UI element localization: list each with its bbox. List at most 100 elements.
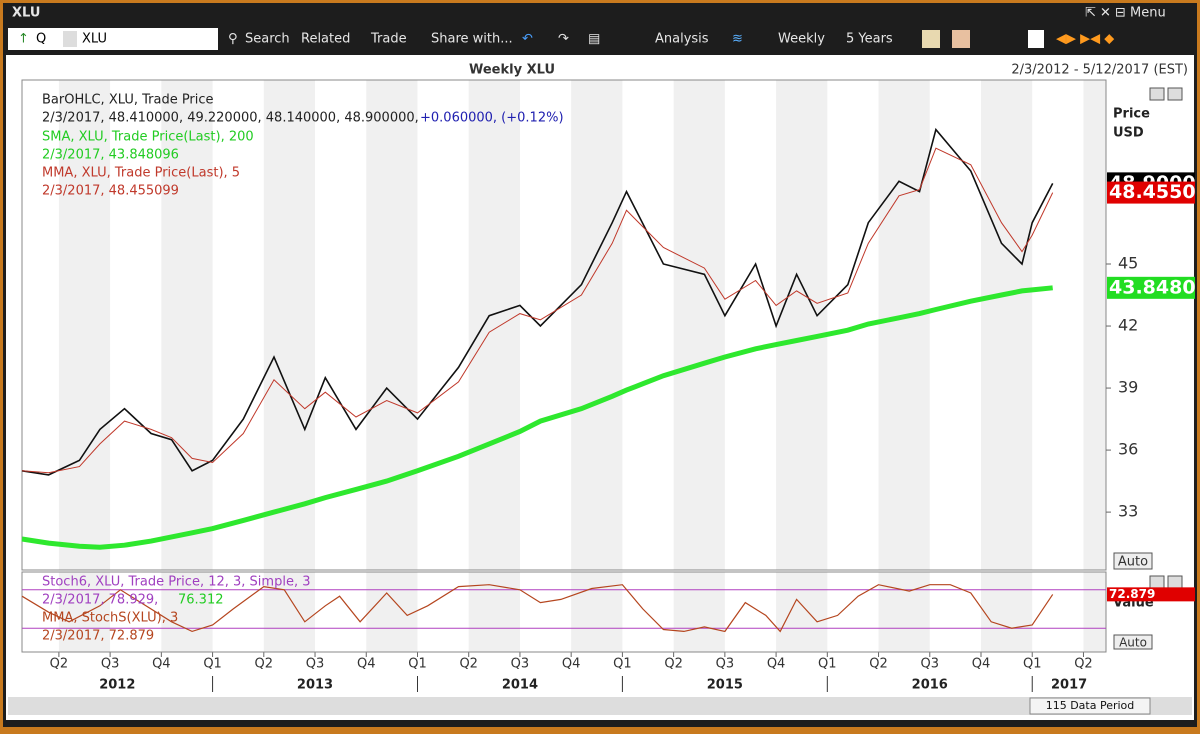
last-value-box xyxy=(1107,181,1195,204)
trade-button[interactable]: Trade xyxy=(370,32,407,47)
window-icons[interactable]: ⇱ ✕ ⊟ xyxy=(1085,6,1126,21)
quarter-band xyxy=(776,572,828,652)
quarter-band xyxy=(263,80,316,570)
share-button[interactable]: Share with... xyxy=(431,32,513,47)
last-value-label: 43.8480 xyxy=(1109,276,1196,298)
price-axis-unit: USD xyxy=(1113,126,1144,141)
quarter-band xyxy=(468,572,520,652)
auto-button[interactable] xyxy=(1113,552,1153,570)
quarter-band xyxy=(263,572,316,652)
stoch-legend-d: 76.312 xyxy=(178,593,224,608)
data-period[interactable]: 115 Data Period xyxy=(1046,699,1135,712)
range-button[interactable]: 5 Years xyxy=(846,32,893,47)
symbol-box[interactable] xyxy=(8,28,218,50)
pane-button[interactable] xyxy=(1149,87,1165,101)
legend-bar-values: 2/3/2017, 48.410000, 49.220000, 48.14000… xyxy=(42,111,419,126)
quarter-band xyxy=(673,572,725,652)
stoch-pane-frame xyxy=(21,571,1107,653)
menu-button[interactable]: Menu xyxy=(1130,6,1166,21)
pane-button[interactable] xyxy=(1167,87,1183,101)
scroll-buttons[interactable]: ◀▶ ▶◀ ◆ xyxy=(1056,32,1114,47)
year-label: 2015 xyxy=(707,678,743,693)
legend-sma-values: 2/3/2017, 43.848096 xyxy=(42,148,179,163)
x-tick-label: Q3 xyxy=(306,657,325,672)
auto-label[interactable]: Auto xyxy=(1119,636,1147,650)
quarter-band xyxy=(776,80,828,570)
stoch-legend-mma-values: 2/3/2017, 72.879 xyxy=(42,629,154,644)
folder-button[interactable]: ▤ xyxy=(588,32,600,47)
price-pane-frame xyxy=(21,79,1107,571)
scrollbar[interactable] xyxy=(8,697,1192,715)
x-tick-label: Q4 xyxy=(152,657,171,672)
series-line xyxy=(21,147,1054,474)
quarter-band xyxy=(1083,80,1106,570)
stoch-legend-k: 2/3/2017, 78.929, xyxy=(42,593,158,608)
year-label: 2012 xyxy=(99,678,135,693)
x-tick-label: Q2 xyxy=(50,657,69,672)
plot-area: Q2 Q3 Q4 Q1 Q2 Q3 Q4 Q1 Q2 Q3 Q4 Q1 Q2 Q3 Q4 Q1 Q2 Q3 Q4 Q1… xyxy=(21,79,1111,693)
x-tick-label: Q1 xyxy=(408,657,427,672)
chart-type-button[interactable] xyxy=(922,30,940,48)
studies-button[interactable]: ≋ xyxy=(732,32,743,47)
y-tick-label: 33 xyxy=(1118,502,1138,521)
data-period-box[interactable] xyxy=(1029,697,1151,715)
last-value-box xyxy=(1107,276,1195,299)
x-tick-label: Q3 xyxy=(511,657,530,672)
layout-button[interactable] xyxy=(1028,30,1044,48)
quarter-band xyxy=(161,80,213,570)
symbol-input[interactable]: XLU xyxy=(82,32,107,47)
quarter-band xyxy=(366,80,418,570)
quarter-band xyxy=(571,80,623,570)
search-icon: ⚲ xyxy=(228,32,238,47)
title-bar: XLU Menu ⇱ ✕ ⊟ xyxy=(12,6,1166,21)
auto-button[interactable] xyxy=(1113,634,1153,650)
pane-button[interactable] xyxy=(1167,575,1183,589)
quarter-band xyxy=(58,572,111,652)
symbol-dropdown[interactable] xyxy=(63,31,77,47)
quarter-band xyxy=(673,80,725,570)
last-value-label: 72.879 xyxy=(1109,587,1155,601)
x-tick-label: Q4 xyxy=(767,657,786,672)
stoch-legend: Stoch6, XLU, Trade Price, 12, 3, Simple,… xyxy=(42,575,310,644)
legend-bar: BarOHLC, XLU, Trade Price xyxy=(42,93,214,108)
search-button[interactable]: Search xyxy=(245,32,290,47)
series-line xyxy=(21,285,1053,550)
analysis-button[interactable]: Analysis xyxy=(655,32,709,47)
up-arrow: ↑ xyxy=(18,32,29,47)
x-tick-label: Q2 xyxy=(255,657,274,672)
x-tick-label: Q1 xyxy=(818,657,837,672)
last-value-box xyxy=(1107,587,1195,602)
y-tick-label: 45 xyxy=(1118,254,1138,273)
window-title: XLU xyxy=(12,6,40,21)
undo-button[interactable]: ↶ xyxy=(522,32,533,47)
x-tick-label: Q3 xyxy=(101,657,120,672)
symbol-prefix[interactable]: Q xyxy=(36,32,46,47)
date-range: 2/3/2012 - 5/12/2017 (EST) xyxy=(1011,63,1188,78)
y-tick-label: 39 xyxy=(1118,378,1138,397)
year-label: 2013 xyxy=(297,678,333,693)
auto-label[interactable]: Auto xyxy=(1118,555,1148,570)
year-label: 2017 xyxy=(1051,678,1087,693)
price-axis: Price USD Auto Value Auto xyxy=(1113,87,1183,650)
redo-button[interactable]: ↷ xyxy=(558,32,570,47)
x-tick-label: Q4 xyxy=(972,657,991,672)
x-tick-label: Q2 xyxy=(459,657,478,672)
series-line xyxy=(21,127,1054,476)
legend-sma: SMA, XLU, Trade Price(Last), 200 xyxy=(42,130,254,145)
x-tick-label: Q2 xyxy=(1074,657,1093,672)
quarter-band xyxy=(468,80,520,570)
draw-button[interactable] xyxy=(952,30,970,48)
legend-bar-change: +0.060000, (+0.12%) xyxy=(420,111,564,126)
legend-mma: MMA, XLU, Trade Price(Last), 5 xyxy=(42,166,240,181)
period-button[interactable]: Weekly xyxy=(778,32,825,47)
quarter-band xyxy=(981,80,1033,570)
year-label: 2014 xyxy=(502,678,538,693)
x-tick-label: Q4 xyxy=(562,657,581,672)
year-label: 2016 xyxy=(912,678,948,693)
quarter-band xyxy=(58,80,111,570)
x-tick-label: Q2 xyxy=(664,657,683,672)
y-tick-label: 36 xyxy=(1118,440,1138,459)
quarter-band xyxy=(161,572,213,652)
related-button[interactable]: Related xyxy=(301,32,350,47)
